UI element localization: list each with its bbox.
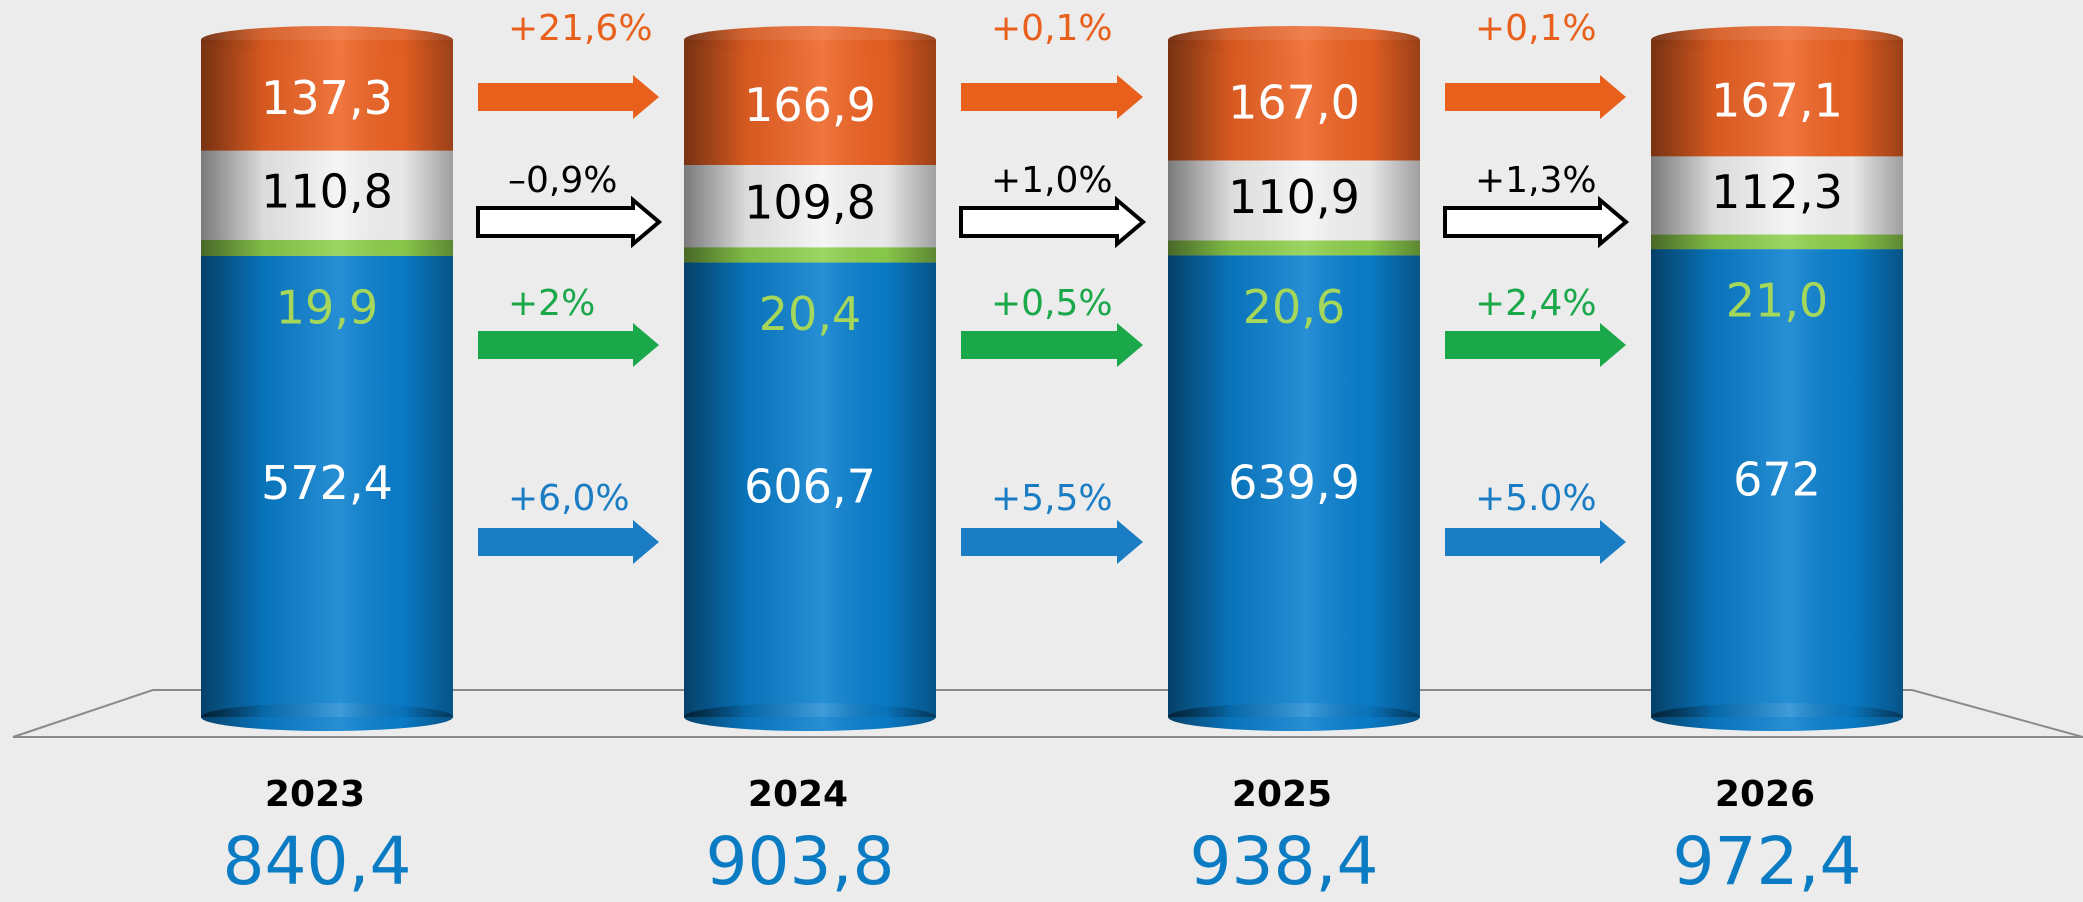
value-label: 137,3 <box>261 71 393 125</box>
category-label: 2025 <box>1232 774 1332 815</box>
value-label: 20,4 <box>759 287 861 341</box>
value-label: 572,4 <box>261 456 393 510</box>
change-label: –0,9% <box>508 160 617 201</box>
change-arrow <box>1445 323 1626 367</box>
change-label: +2% <box>508 283 595 324</box>
change-arrow <box>478 520 659 564</box>
change-arrow <box>961 323 1143 367</box>
total-label: 938,4 <box>1190 823 1379 900</box>
value-label: 110,9 <box>1228 170 1360 224</box>
cylinder-top-shade <box>201 26 453 54</box>
total-label: 903,8 <box>706 823 895 900</box>
change-arrow <box>1445 520 1626 564</box>
total-label: 972,4 <box>1673 823 1862 900</box>
cylinder-shade <box>201 40 453 717</box>
change-arrow <box>478 75 659 119</box>
change-label: +1,0% <box>991 160 1113 201</box>
change-label: +0,1% <box>1475 8 1597 49</box>
value-label: 167,1 <box>1711 74 1843 128</box>
cylinder-shade <box>1168 40 1420 717</box>
change-arrow <box>476 195 663 249</box>
cylinder <box>1651 26 1903 731</box>
value-label: 606,7 <box>744 459 876 513</box>
cylinder-top-shade <box>1651 26 1903 54</box>
change-label: +0,5% <box>991 283 1113 324</box>
value-label: 20,6 <box>1243 280 1345 334</box>
change-label: +1,3% <box>1475 160 1597 201</box>
cylinder <box>684 26 936 731</box>
cylinder-top-shade <box>684 26 936 54</box>
value-label: 21,0 <box>1726 274 1828 328</box>
cylinder <box>1168 26 1420 731</box>
category-label: 2026 <box>1715 774 1815 815</box>
change-arrow <box>961 75 1143 119</box>
value-label: 109,8 <box>744 176 876 230</box>
change-label: +21,6% <box>508 8 653 49</box>
change-arrow <box>1443 195 1630 249</box>
change-arrow <box>961 520 1143 564</box>
value-label: 639,9 <box>1228 456 1360 510</box>
change-arrow <box>1445 75 1626 119</box>
value-label: 166,9 <box>744 78 876 132</box>
change-label: +2,4% <box>1475 283 1597 324</box>
change-arrow <box>959 195 1147 249</box>
floor <box>12 689 2083 738</box>
cylinder-shade <box>1651 40 1903 717</box>
category-label: 2024 <box>748 774 848 815</box>
change-label: +6,0% <box>508 478 630 519</box>
value-label: 672 <box>1733 453 1821 507</box>
cylinder-top-shade <box>1168 26 1420 54</box>
change-label: +5.0% <box>1475 478 1597 519</box>
cylinder <box>201 26 453 731</box>
value-label: 167,0 <box>1228 76 1360 130</box>
change-label: +0,1% <box>991 8 1113 49</box>
cylinder-shade <box>684 40 936 717</box>
category-label: 2023 <box>265 774 365 815</box>
change-label: +5,5% <box>991 478 1113 519</box>
change-arrow <box>478 323 659 367</box>
total-label: 840,4 <box>223 823 412 900</box>
value-label: 112,3 <box>1711 165 1843 219</box>
value-label: 110,8 <box>261 165 393 219</box>
value-label: 19,9 <box>276 280 378 334</box>
